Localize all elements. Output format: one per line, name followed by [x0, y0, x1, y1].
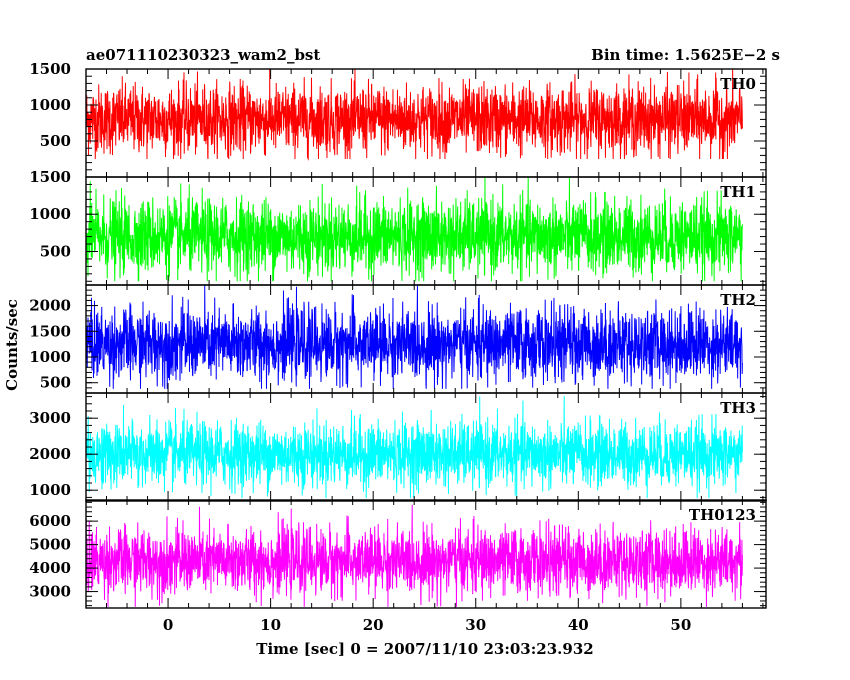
x-tick-label: 50 [670, 616, 691, 634]
y-tick-label: 1000 [29, 348, 71, 366]
y-tick-label: 500 [40, 132, 71, 150]
y-tick-label: 500 [40, 374, 71, 392]
y-tick-label: 4000 [29, 559, 71, 577]
y-tick-label: 1000 [29, 481, 71, 499]
series-line-th0123 [86, 504, 743, 607]
x-tick-label: 10 [260, 616, 281, 634]
y-tick-label: 1000 [29, 96, 71, 114]
y-tick-label: 1500 [29, 60, 71, 78]
panel-label: TH1 [720, 183, 756, 201]
x-tick-label: 20 [363, 616, 384, 634]
x-axis-label: Time [sec] 0 = 2007/11/10 23:03:23.932 [256, 640, 593, 658]
x-tick-label: 0 [163, 616, 173, 634]
panel-th2: 500 1000 1500 2000 TH2 [29, 284, 767, 394]
y-tick-label: 2000 [29, 445, 71, 463]
panels-group: 50010001500TH050010001500TH1500100015002… [29, 60, 767, 634]
x-tick-label: 40 [568, 616, 589, 634]
y-axis-label: Counts/sec [3, 299, 21, 391]
y-tick-label: 1500 [29, 168, 71, 186]
y-tick-label: 5000 [29, 536, 71, 554]
panel-label: TH0123 [689, 506, 756, 524]
bin-time-label: Bin time: 1.5625E−2 s [591, 46, 780, 64]
y-tick-label: 1500 [29, 322, 71, 340]
y-tick-label: 2000 [29, 297, 71, 315]
panel-label: TH0 [720, 75, 756, 93]
panel-th0: 500 1000 1500 TH0 [29, 60, 767, 178]
y-tick-label: 1000 [29, 205, 71, 223]
series-line-th0 [86, 69, 743, 161]
series-line-th1 [86, 177, 743, 282]
panel-th3: 1000 2000 3000 TH3 [29, 392, 767, 502]
x-tick-label: 30 [465, 616, 486, 634]
y-tick-label: 6000 [29, 512, 71, 530]
y-tick-label: 500 [40, 242, 71, 260]
y-tick-label: 3000 [29, 583, 71, 601]
panel-th0123: 3000 4000 5000 6000 TH0123 [29, 499, 767, 609]
panel-label: TH3 [720, 399, 756, 417]
series-line-th2 [86, 285, 743, 389]
y-tick-label: 3000 [29, 409, 71, 427]
chart-title: ae071110230323_wam2_bst [86, 46, 320, 64]
panel-th1: 500 1000 1500 TH1 [29, 168, 767, 286]
panel-label: TH2 [720, 291, 756, 309]
series-line-th3 [86, 396, 743, 499]
